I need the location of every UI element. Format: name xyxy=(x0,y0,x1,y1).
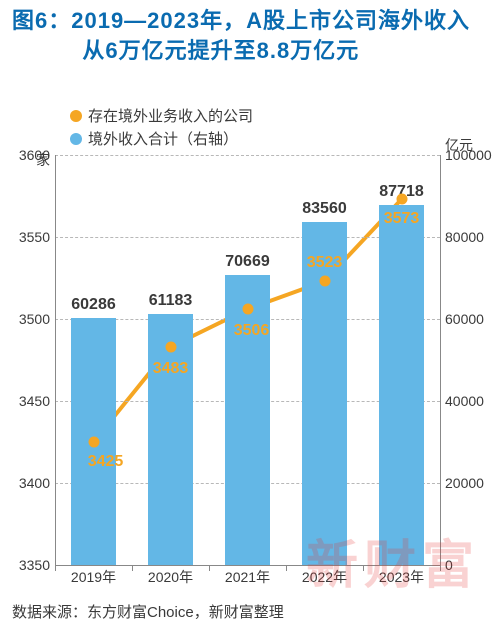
legend: 存在境外业务收入的公司 境外收入合计（右轴） xyxy=(70,105,253,151)
left-axis-tick: 3600 xyxy=(10,147,50,163)
left-axis-tick: 3400 xyxy=(10,475,50,491)
bar xyxy=(225,275,270,565)
legend-item-bar: 境外收入合计（右轴） xyxy=(70,128,253,149)
chart-area: 3350340034503500355036000200004000060000… xyxy=(55,155,440,565)
line-value-label: 3425 xyxy=(88,453,124,471)
line-value-label: 3506 xyxy=(234,322,270,340)
line-value-label: 3483 xyxy=(153,360,189,378)
data-source-footnote: 数据来源：东方财富Choice，新财富整理 xyxy=(12,601,284,622)
legend-dot-bar xyxy=(70,133,82,145)
right-axis-tick: 100000 xyxy=(445,147,495,163)
x-tick-mark xyxy=(286,565,287,571)
bar-value-label: 83560 xyxy=(302,200,347,218)
bar xyxy=(379,205,424,565)
line-marker xyxy=(319,276,330,287)
legend-dot-line xyxy=(70,110,82,122)
watermark: 新财富 xyxy=(306,523,480,598)
right-axis-tick: 80000 xyxy=(445,229,495,245)
legend-label-line: 存在境外业务收入的公司 xyxy=(88,105,253,126)
bar-value-label: 60286 xyxy=(71,296,116,314)
left-axis-tick: 3500 xyxy=(10,311,50,327)
x-axis-category: 2020年 xyxy=(148,567,193,587)
line-marker xyxy=(242,304,253,315)
line-value-label: 3523 xyxy=(307,254,343,272)
legend-label-bar: 境外收入合计（右轴） xyxy=(88,128,238,149)
right-axis-tick: 20000 xyxy=(445,475,495,491)
figure-root: 图6：2019—2023年，A股上市公司海外收入从6万亿元提升至8.8万亿元 存… xyxy=(0,0,500,628)
line-value-label: 3573 xyxy=(384,210,420,228)
x-tick-mark xyxy=(55,565,56,571)
left-axis-tick: 3550 xyxy=(10,229,50,245)
bar xyxy=(302,222,347,565)
grid-line xyxy=(55,155,440,156)
line-marker xyxy=(165,341,176,352)
left-axis-tick: 3350 xyxy=(10,557,50,573)
x-tick-mark xyxy=(209,565,210,571)
chart-title: 图6：2019—2023年，A股上市公司海外收入从6万亿元提升至8.8万亿元 xyxy=(12,6,488,65)
bar-value-label: 70669 xyxy=(225,253,270,271)
x-tick-mark xyxy=(132,565,133,571)
y-axis-line xyxy=(55,155,56,565)
x-axis-category: 2021年 xyxy=(225,567,270,587)
left-axis-tick: 3450 xyxy=(10,393,50,409)
y-axis-line xyxy=(440,155,441,565)
right-axis-tick: 40000 xyxy=(445,393,495,409)
x-axis-category: 2019年 xyxy=(71,567,116,587)
legend-item-line: 存在境外业务收入的公司 xyxy=(70,105,253,126)
right-axis-tick: 60000 xyxy=(445,311,495,327)
bar-value-label: 61183 xyxy=(149,292,193,310)
line-marker xyxy=(88,437,99,448)
line-marker xyxy=(396,194,407,205)
